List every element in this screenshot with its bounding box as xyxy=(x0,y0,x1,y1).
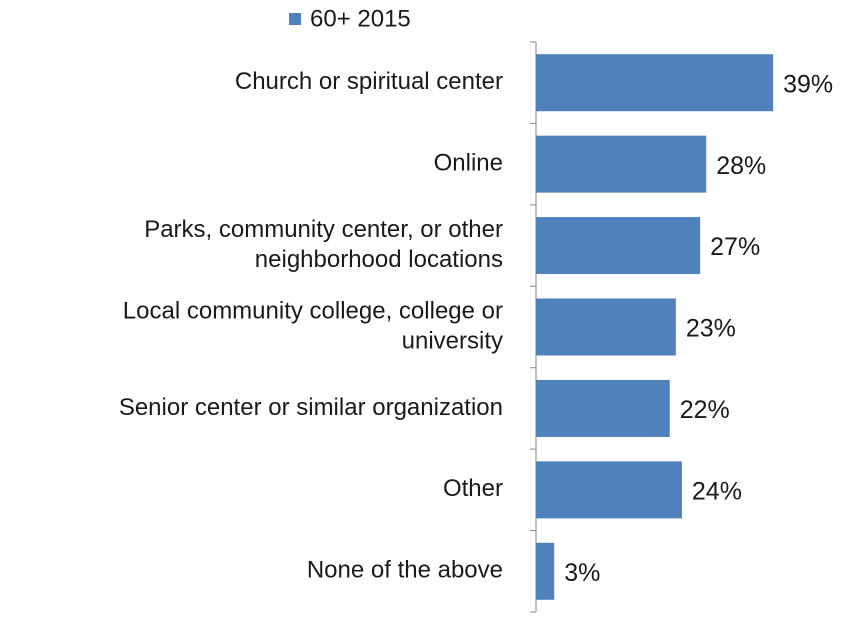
category-label: Church or spiritual center xyxy=(235,68,503,95)
bar xyxy=(536,379,670,437)
value-label: 24% xyxy=(692,477,742,505)
bar xyxy=(536,542,555,600)
category-label: Local community college, college or xyxy=(123,297,503,324)
value-label: 3% xyxy=(564,559,600,587)
value-label: 28% xyxy=(716,152,766,180)
category-label: Senior center or similar organization xyxy=(119,394,503,421)
value-label: 22% xyxy=(680,396,730,424)
category-label: university xyxy=(402,327,503,354)
category-label: Other xyxy=(443,475,503,502)
bar xyxy=(536,217,701,275)
legend-swatch xyxy=(289,13,301,25)
bar xyxy=(536,298,676,356)
category-label: Online xyxy=(434,149,503,176)
category-label: None of the above xyxy=(307,557,503,584)
bar xyxy=(536,461,682,519)
value-label: 27% xyxy=(710,233,760,261)
value-label: 23% xyxy=(686,315,736,343)
legend-label: 60+ 2015 xyxy=(310,5,411,32)
bar xyxy=(536,135,707,193)
category-label: Parks, community center, or other xyxy=(144,216,503,243)
bar xyxy=(536,54,774,112)
value-label: 39% xyxy=(783,70,833,98)
category-label: neighborhood locations xyxy=(255,246,503,273)
